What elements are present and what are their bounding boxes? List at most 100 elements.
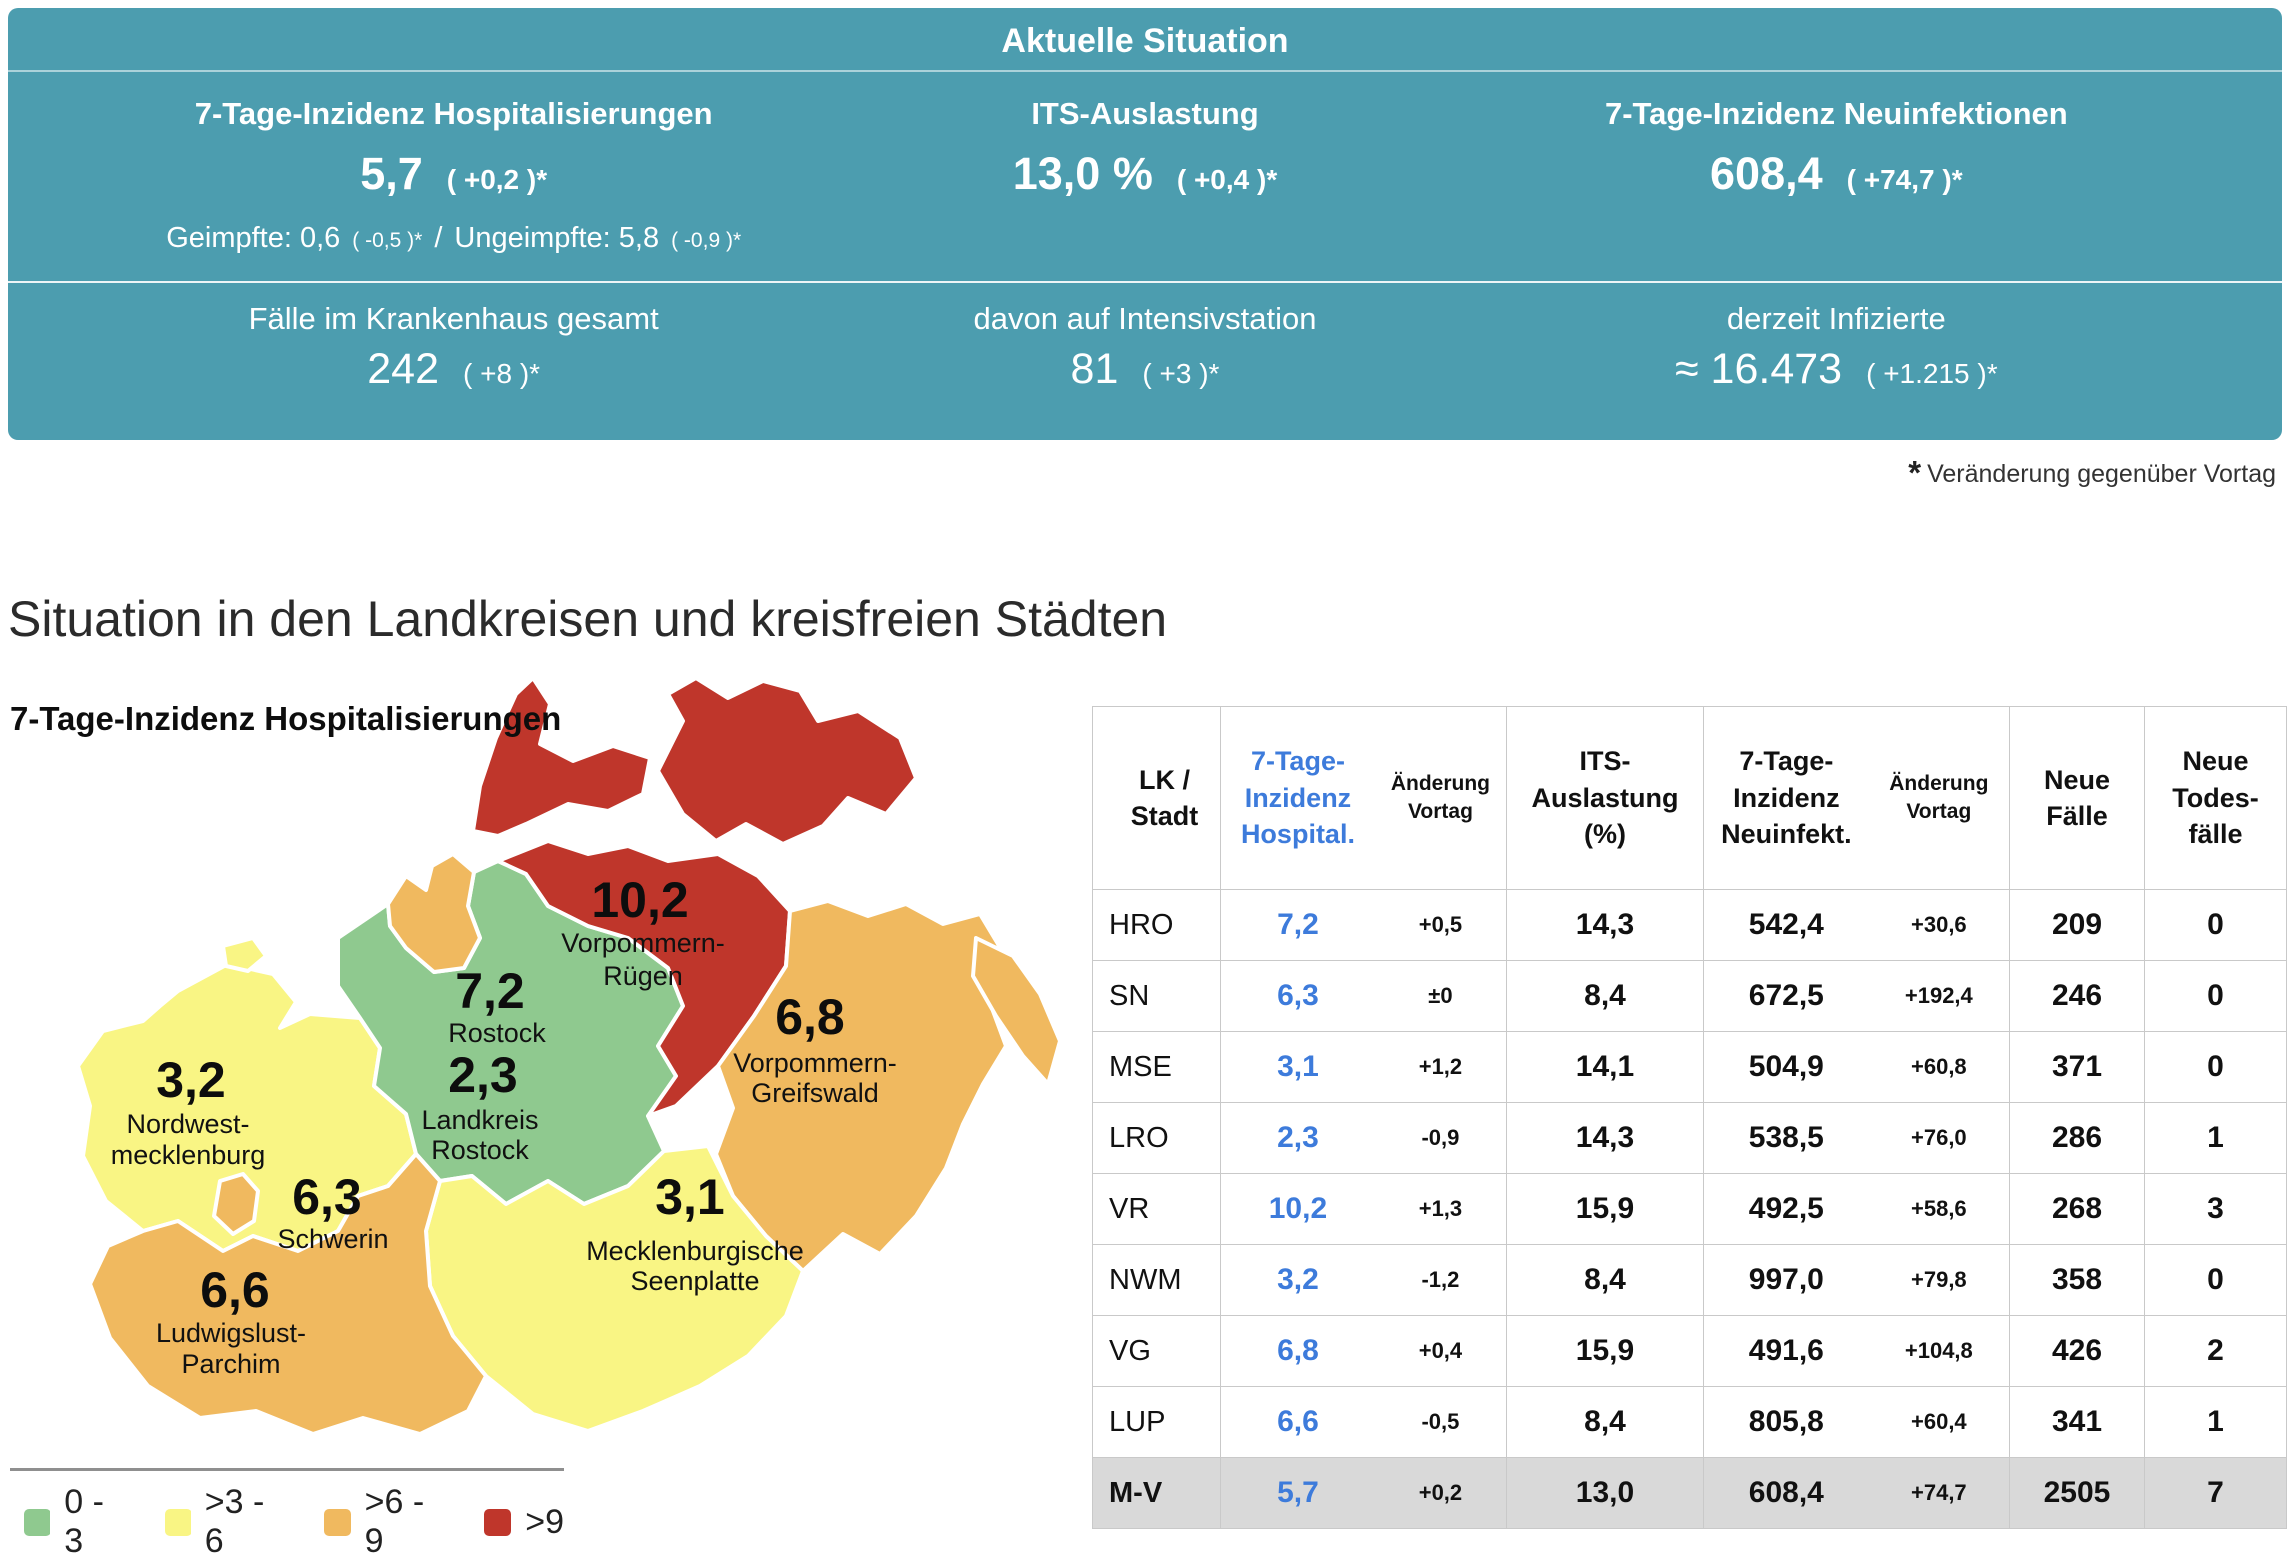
sub-label-ungeimpfte: Ungeimpfte: 5,8 xyxy=(454,222,660,254)
table-row-vr: VR 10,2 +1,3 15,9 492,5 +58,6 268 3 xyxy=(1092,1173,2287,1246)
cell-its: 8,4 xyxy=(1506,1244,1704,1317)
sub-change-geimpfte: ( -0,5 )* xyxy=(352,229,423,252)
map-islet-poel xyxy=(221,936,268,973)
map-legend: 0 - 3 >3 - 6 >6 - 9 >9 xyxy=(10,1468,564,1561)
stat-value: 242 xyxy=(367,345,440,393)
cell-hosp-value: 7,2 xyxy=(1277,908,1319,942)
cell-hosp-change: +0,5 xyxy=(1418,912,1463,938)
cell-hosp-change: +0,2 xyxy=(1418,1480,1463,1506)
header-hosp-change-label: Änderung Vortag xyxy=(1390,771,1491,824)
cell-its: 15,9 xyxy=(1506,1315,1704,1388)
map-label-seenplatte-line1: Mecklenburgische xyxy=(586,1236,804,1266)
cell-hosp-value: 2,3 xyxy=(1277,1121,1319,1155)
cell-lk: NWM xyxy=(1092,1244,1221,1317)
cell-lk: LUP xyxy=(1092,1386,1221,1459)
stat-value: 13,0 % xyxy=(1012,148,1153,199)
header-neu-change-label: Änderung Vortag xyxy=(1889,771,1989,824)
map-label-nordwestmecklenburg-value: 3,2 xyxy=(156,1052,226,1108)
cell-neue-todesfaelle: 3 xyxy=(2144,1173,2287,1246)
cell-hosp-change: -1,2 xyxy=(1421,1267,1460,1293)
cell-hosp-value: 5,7 xyxy=(1277,1476,1319,1510)
cell-neu-value: 672,5 xyxy=(1748,979,1824,1013)
legend-item-0-3: 0 - 3 xyxy=(24,1483,131,1561)
table-row-mse: MSE 3,1 +1,2 14,1 504,9 +60,8 371 0 xyxy=(1092,1031,2287,1104)
header-its-auslastung: ITS- Auslastung (%) xyxy=(1506,705,1704,891)
stat-krankenhaus-gesamt: Fälle im Krankenhaus gesamt 242 ( +8 )* xyxy=(108,283,799,394)
cell-neu-change: +60,4 xyxy=(1911,1409,1967,1435)
cell-lk: LRO xyxy=(1092,1102,1221,1175)
map-label-rostock-stadt-line1: Rostock xyxy=(448,1018,546,1048)
cell-lk: VG xyxy=(1092,1315,1221,1388)
table-row-hro: HRO 7,2 +0,5 14,3 542,4 +30,6 209 0 xyxy=(1092,889,2287,962)
cell-hosp-change: +1,2 xyxy=(1418,1054,1463,1080)
section-heading: Situation in den Landkreisen und kreisfr… xyxy=(8,591,1168,647)
legend-item-6-9: >6 - 9 xyxy=(324,1483,450,1561)
cell-neue-faelle: 209 xyxy=(2009,889,2145,962)
map-label-landkreis-rostock-value: 2,3 xyxy=(448,1047,518,1103)
cell-neue-faelle: 358 xyxy=(2009,1244,2145,1317)
cell-its: 8,4 xyxy=(1506,1386,1704,1459)
stat-change: ( +0,4 )* xyxy=(1176,164,1278,195)
cell-neue-faelle: 268 xyxy=(2009,1173,2145,1246)
cell-hosp-change: -0,5 xyxy=(1421,1409,1460,1435)
cell-its: 14,1 xyxy=(1506,1031,1704,1104)
map-region-schwerin xyxy=(212,1172,260,1236)
cell-lk: HRO xyxy=(1092,889,1221,962)
sub-label-geimpfte: Geimpfte: 0,6 xyxy=(166,222,341,254)
header-hosp-label: 7-Tage- Inzidenz Hospital. xyxy=(1240,746,1355,850)
stat-change: ( +8 )* xyxy=(463,358,541,389)
footnote-vortag: * Veränderung gegenüber Vortag xyxy=(1908,452,2276,491)
table-row-vg: VG 6,8 +0,4 15,9 491,6 +104,8 426 2 xyxy=(1092,1315,2287,1388)
header-lk-stadt: LK / Stadt xyxy=(1092,705,1221,891)
district-table: LK / Stadt 7-Tage- Inzidenz Hospital. Än… xyxy=(1092,705,2287,1530)
footnote-asterisk: * xyxy=(1908,454,1922,491)
header-hospitalisierung: 7-Tage- Inzidenz Hospital. Änderung Vort… xyxy=(1220,705,1507,891)
cell-its: 13,0 xyxy=(1506,1457,1704,1530)
cell-neu-change: +30,6 xyxy=(1911,912,1967,938)
map-island-usedom xyxy=(971,936,1062,1086)
table-row-nwm: NWM 3,2 -1,2 8,4 997,0 +79,8 358 0 xyxy=(1092,1244,2287,1317)
cell-neu-change: +60,8 xyxy=(1911,1054,1967,1080)
cell-its: 15,9 xyxy=(1506,1173,1704,1246)
header-neu-label: 7-Tage- Inzidenz Neuinfekt. xyxy=(1721,746,1852,850)
cell-neue-todesfaelle: 2 xyxy=(2144,1315,2287,1388)
stat-subline-geimpfte: Geimpfte: 0,6 ( -0,5 )* / Ungeimpfte: 5,… xyxy=(108,222,799,255)
map-label-nordwestmecklenburg-line2: mecklenburg xyxy=(111,1140,266,1170)
map-label-landkreis-rostock-line2: Rostock xyxy=(431,1135,529,1165)
cell-neu-value: 608,4 xyxy=(1748,1476,1824,1510)
map-label-vorpommern-ruegen-value: 10,2 xyxy=(591,872,688,928)
stat-value: 608,4 xyxy=(1710,148,1823,199)
cell-neu-change: +192,4 xyxy=(1904,983,1973,1009)
cell-neu-change: +76,0 xyxy=(1911,1125,1967,1151)
map-label-seenplatte-value: 3,1 xyxy=(655,1169,725,1225)
cell-neu-value: 492,5 xyxy=(1748,1192,1824,1226)
map-label-ludwigslust-parchim-value: 6,6 xyxy=(200,1262,270,1318)
cell-neue-faelle: 246 xyxy=(2009,960,2145,1033)
stat-label: 7-Tage-Inzidenz Neuinfektionen xyxy=(1604,96,2068,131)
legend-swatch-yellow xyxy=(164,1508,191,1536)
table-row-lup: LUP 6,6 -0,5 8,4 805,8 +60,4 341 1 xyxy=(1092,1386,2287,1459)
map-region-rostock-stadt xyxy=(386,852,482,974)
cell-lk: SN xyxy=(1092,960,1221,1033)
cell-neue-faelle: 286 xyxy=(2009,1102,2145,1175)
cell-neu-change: +79,8 xyxy=(1911,1267,1967,1293)
stat-label: davon auf Intensivstation xyxy=(973,301,1317,336)
map-title: 7-Tage-Inzidenz Hospitalisierungen xyxy=(10,700,562,737)
cell-neue-faelle: 371 xyxy=(2009,1031,2145,1104)
cell-lk: MSE xyxy=(1092,1031,1221,1104)
cell-hosp-value: 10,2 xyxy=(1268,1192,1328,1226)
cell-neue-todesfaelle: 1 xyxy=(2144,1102,2287,1175)
cell-neue-todesfaelle: 1 xyxy=(2144,1386,2287,1459)
cell-neue-faelle: 341 xyxy=(2009,1386,2145,1459)
legend-swatch-red xyxy=(484,1508,512,1536)
map-label-vorpommern-greifswald-line1: Vorpommern- xyxy=(733,1048,897,1078)
cell-lk: VR xyxy=(1092,1173,1221,1246)
cell-neu-value: 542,4 xyxy=(1748,908,1824,942)
stat-its-auslastung: ITS-Auslastung 13,0 % ( +0,4 )* xyxy=(799,72,1490,255)
cell-hosp-value: 3,2 xyxy=(1277,1263,1319,1297)
stat-intensivstation: davon auf Intensivstation 81 ( +3 )* xyxy=(799,283,1490,394)
map-label-ludwigslust-parchim-line2: Parchim xyxy=(181,1349,280,1379)
cell-neu-value: 538,5 xyxy=(1748,1121,1824,1155)
legend-label: >6 - 9 xyxy=(364,1483,425,1560)
banner-aktuelle-situation: Aktuelle Situation 7-Tage-Inzidenz Hospi… xyxy=(8,8,2282,440)
